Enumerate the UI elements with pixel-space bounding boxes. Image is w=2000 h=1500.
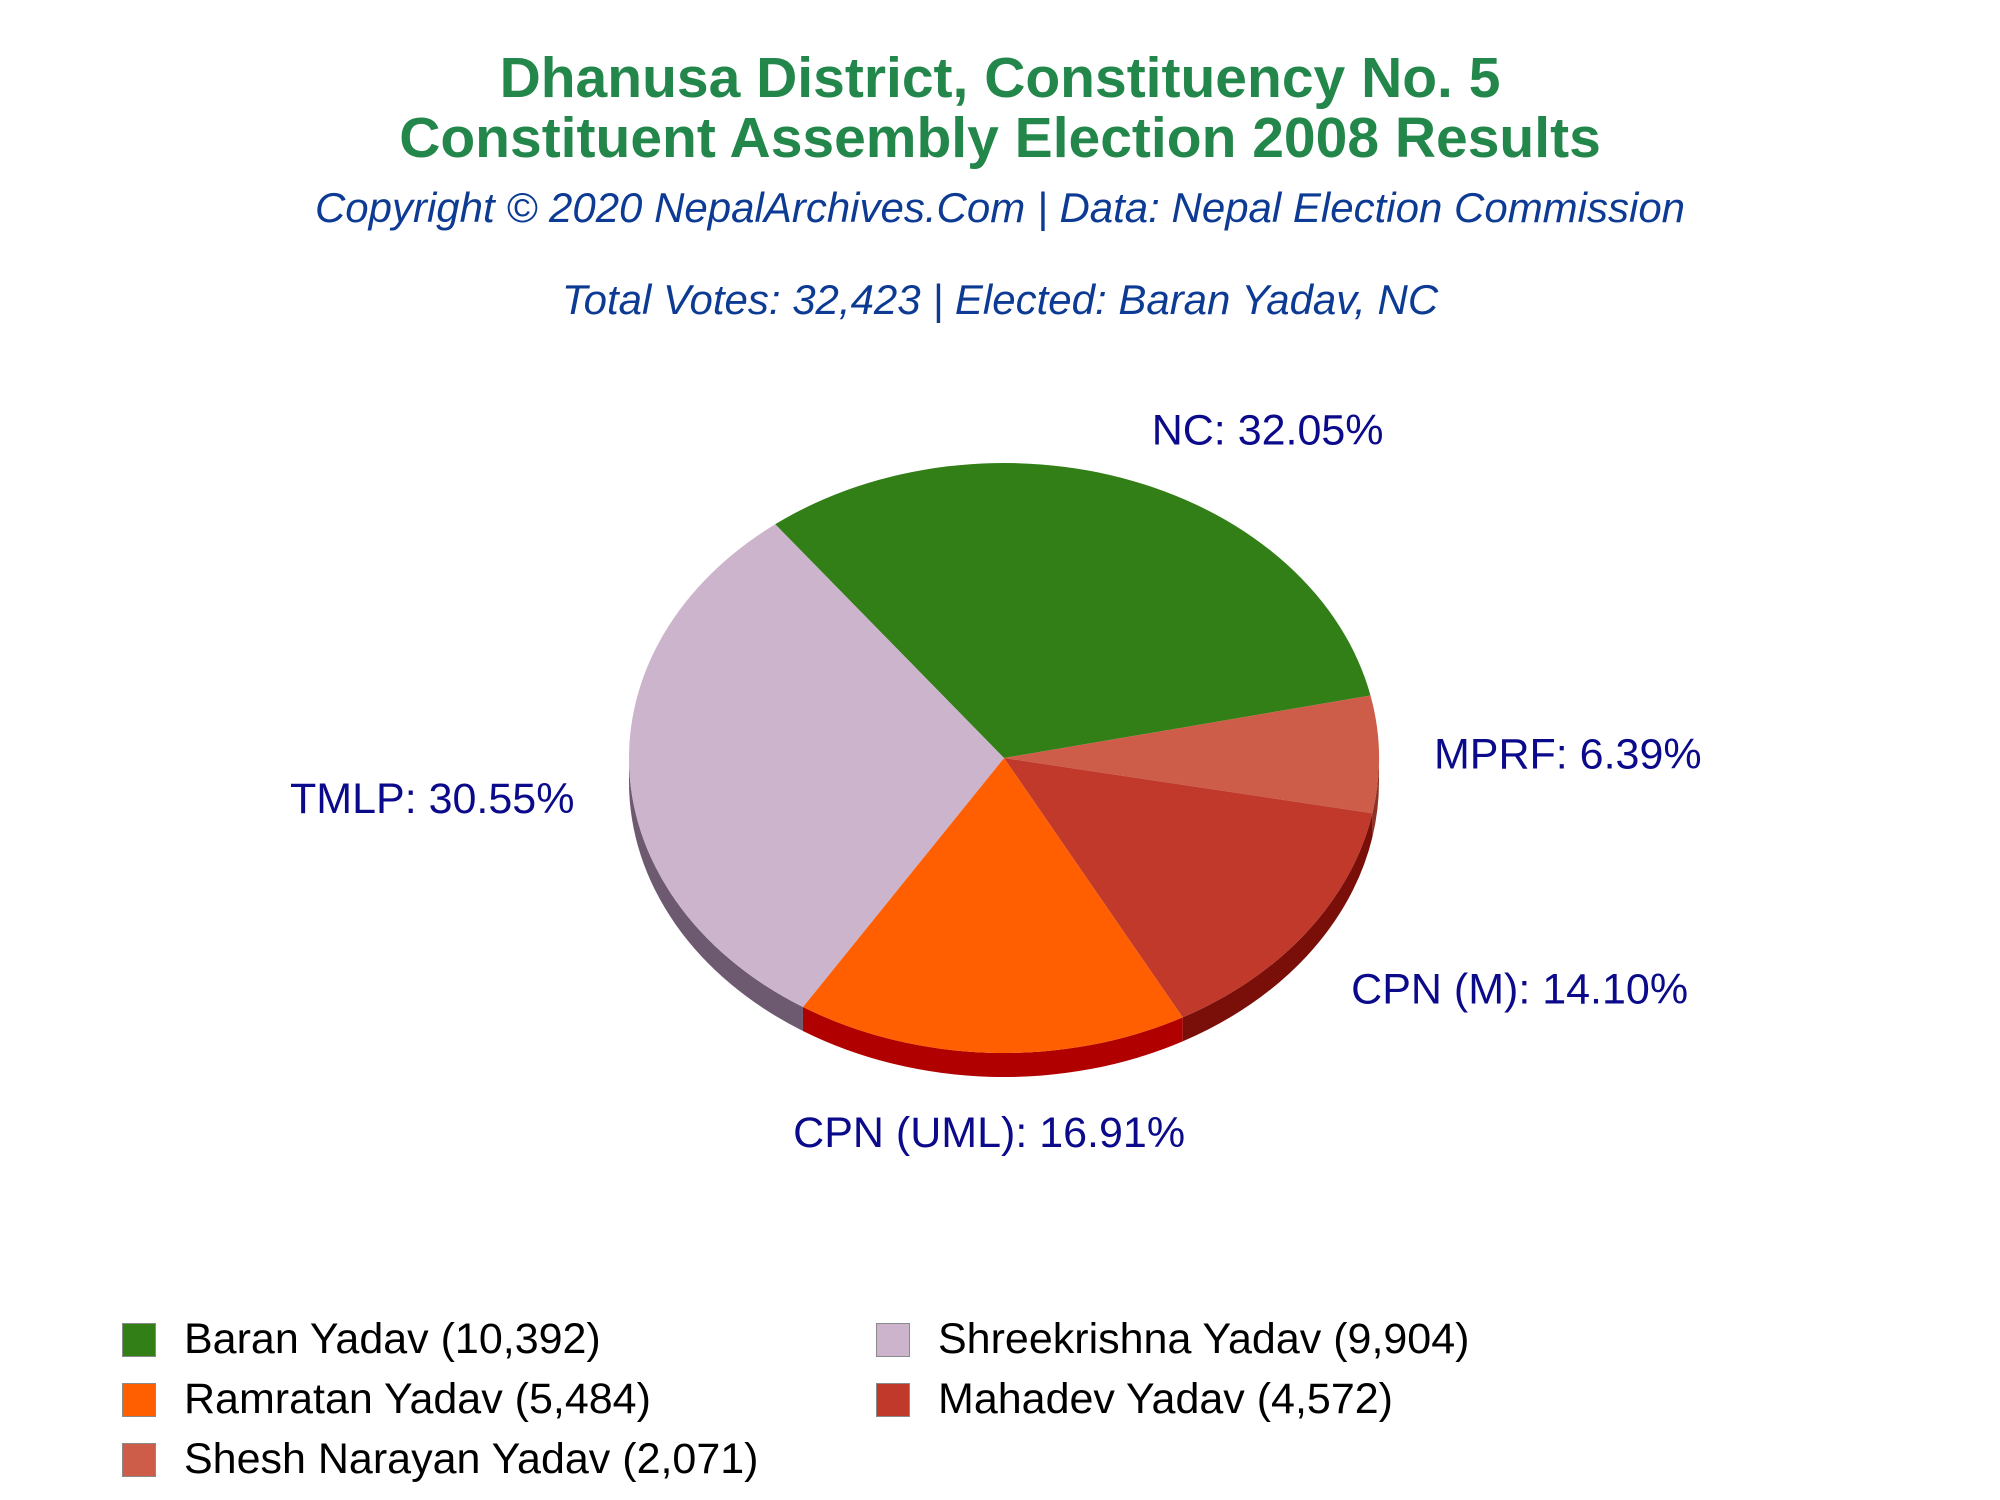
pie-slice-mprf	[1004, 695, 1379, 814]
legend-swatch-baran-yadav	[122, 1323, 156, 1357]
legend-swatch-ramratan-yadav	[122, 1383, 156, 1417]
chart-subtitle: Copyright © 2020 NepalArchives.Com | Dat…	[314, 184, 1686, 231]
pie-slice-cpn-m	[1004, 758, 1373, 1018]
slice-label-mprf: MPRF: 6.39%	[1434, 731, 1702, 779]
pie-side-cpn-m	[1182, 813, 1373, 1042]
slice-label-cpn-uml: CPN (UML): 16.91%	[793, 1109, 1185, 1157]
chart-title-line1: Dhanusa District, Constituency No. 5	[499, 46, 1501, 110]
pie-slice-nc	[775, 462, 1371, 758]
legend-label-ramratan-yadav: Ramratan Yadav (5,484)	[184, 1375, 651, 1423]
pie-slice-cpn-uml	[802, 758, 1183, 1053]
chart-summary: Total Votes: 32,423 | Elected: Baran Yad…	[561, 276, 1439, 323]
pie-side-cpn-uml	[802, 1007, 1183, 1077]
pie-side-mprf	[1372, 758, 1379, 838]
legend-swatch-shreekrishna-yadav	[876, 1323, 910, 1357]
legend-label-mahadev-yadav: Mahadev Yadav (4,572)	[938, 1375, 1393, 1423]
legend-swatch-shesh-narayan-yadav	[122, 1443, 156, 1477]
pie-slice-tmlp	[628, 524, 1004, 1008]
slice-label-tmlp: TMLP: 30.55%	[290, 775, 574, 823]
legend-label-baran-yadav: Baran Yadav (10,392)	[184, 1315, 601, 1363]
legend-swatch-mahadev-yadav	[876, 1383, 910, 1417]
slice-label-nc: NC: 32.05%	[1152, 406, 1384, 454]
pie-side-walls	[629, 758, 1379, 1077]
chart-title-line2: Constituent Assembly Election 2008 Resul…	[399, 106, 1601, 170]
pie-side-tmlp	[629, 758, 803, 1032]
legend-label-shesh-narayan-yadav: Shesh Narayan Yadav (2,071)	[184, 1435, 759, 1483]
slice-label-cpn-m: CPN (M): 14.10%	[1351, 966, 1688, 1014]
legend-label-shreekrishna-yadav: Shreekrishna Yadav (9,904)	[938, 1315, 1470, 1363]
